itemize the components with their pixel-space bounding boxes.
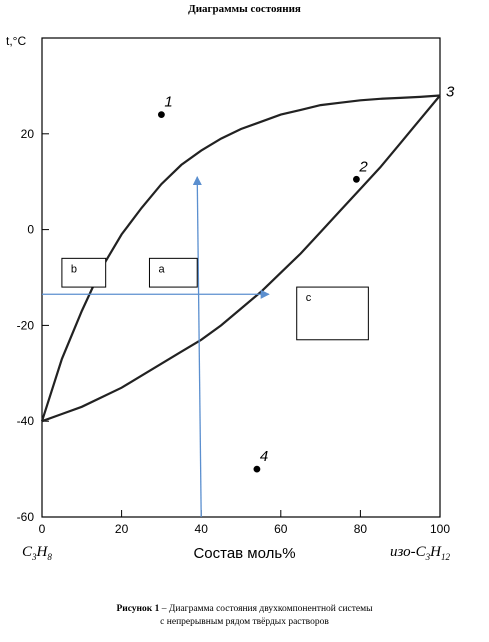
phase-diagram-chart: -60 -40 -20 0 20 0 20 40 60 80 100 t,°C b a c 1 2 3 4 (6, 34, 455, 536)
region-label-c: c (306, 292, 312, 304)
y-tick-label: 20 (21, 127, 35, 141)
region-box-b (61, 257, 107, 288)
x-tick-label: 100 (430, 522, 450, 536)
x-tick-label: 20 (115, 522, 129, 536)
point-2 (353, 175, 360, 183)
x-axis-left-component: C3H8 (22, 544, 52, 562)
y-tick-label: -40 (17, 414, 35, 428)
x-axis-label: Состав моль% (193, 545, 296, 562)
y-tick-label: -60 (17, 510, 35, 524)
y-tick-label: 0 (27, 223, 34, 237)
caption-line-2: с непрерывным рядом твёрдых растворов (160, 617, 329, 627)
point-label-3: 3 (446, 83, 455, 100)
vertical-composition-arrow (192, 176, 202, 518)
point-1 (158, 111, 165, 119)
region-box-c (296, 286, 369, 341)
region-label-b: b (71, 263, 77, 275)
solidus-curve (41, 94, 441, 423)
y-axis-label: t,°C (6, 34, 26, 48)
point-label-1: 1 (164, 94, 172, 111)
point-4 (253, 465, 261, 473)
figure-caption: Рисунок 1 – Диаграмма состояния двухкомп… (0, 603, 489, 629)
x-tick-label: 0 (39, 522, 46, 536)
x-tick-label: 60 (274, 522, 288, 536)
caption-line-1: Рисунок 1 – Диаграмма состояния двухкомп… (0, 603, 489, 616)
caption-text-1: – Диаграмма состояния двухкомпонентной с… (159, 604, 373, 614)
x-axis-right-component: изо-C3H12 (390, 544, 451, 562)
x-tick-label: 80 (354, 522, 368, 536)
liquidus-curve (40, 94, 441, 422)
x-tick-label: 40 (195, 522, 209, 536)
point-label-2: 2 (358, 158, 368, 175)
region-box-a (148, 257, 198, 288)
point-label-4: 4 (260, 448, 268, 465)
region-label-a: a (158, 263, 165, 275)
page-title: Диаграммы состояния (188, 3, 301, 15)
caption-figure-number: Рисунок 1 (116, 604, 160, 614)
plot-frame (41, 37, 441, 518)
y-tick-label: -20 (17, 318, 35, 332)
